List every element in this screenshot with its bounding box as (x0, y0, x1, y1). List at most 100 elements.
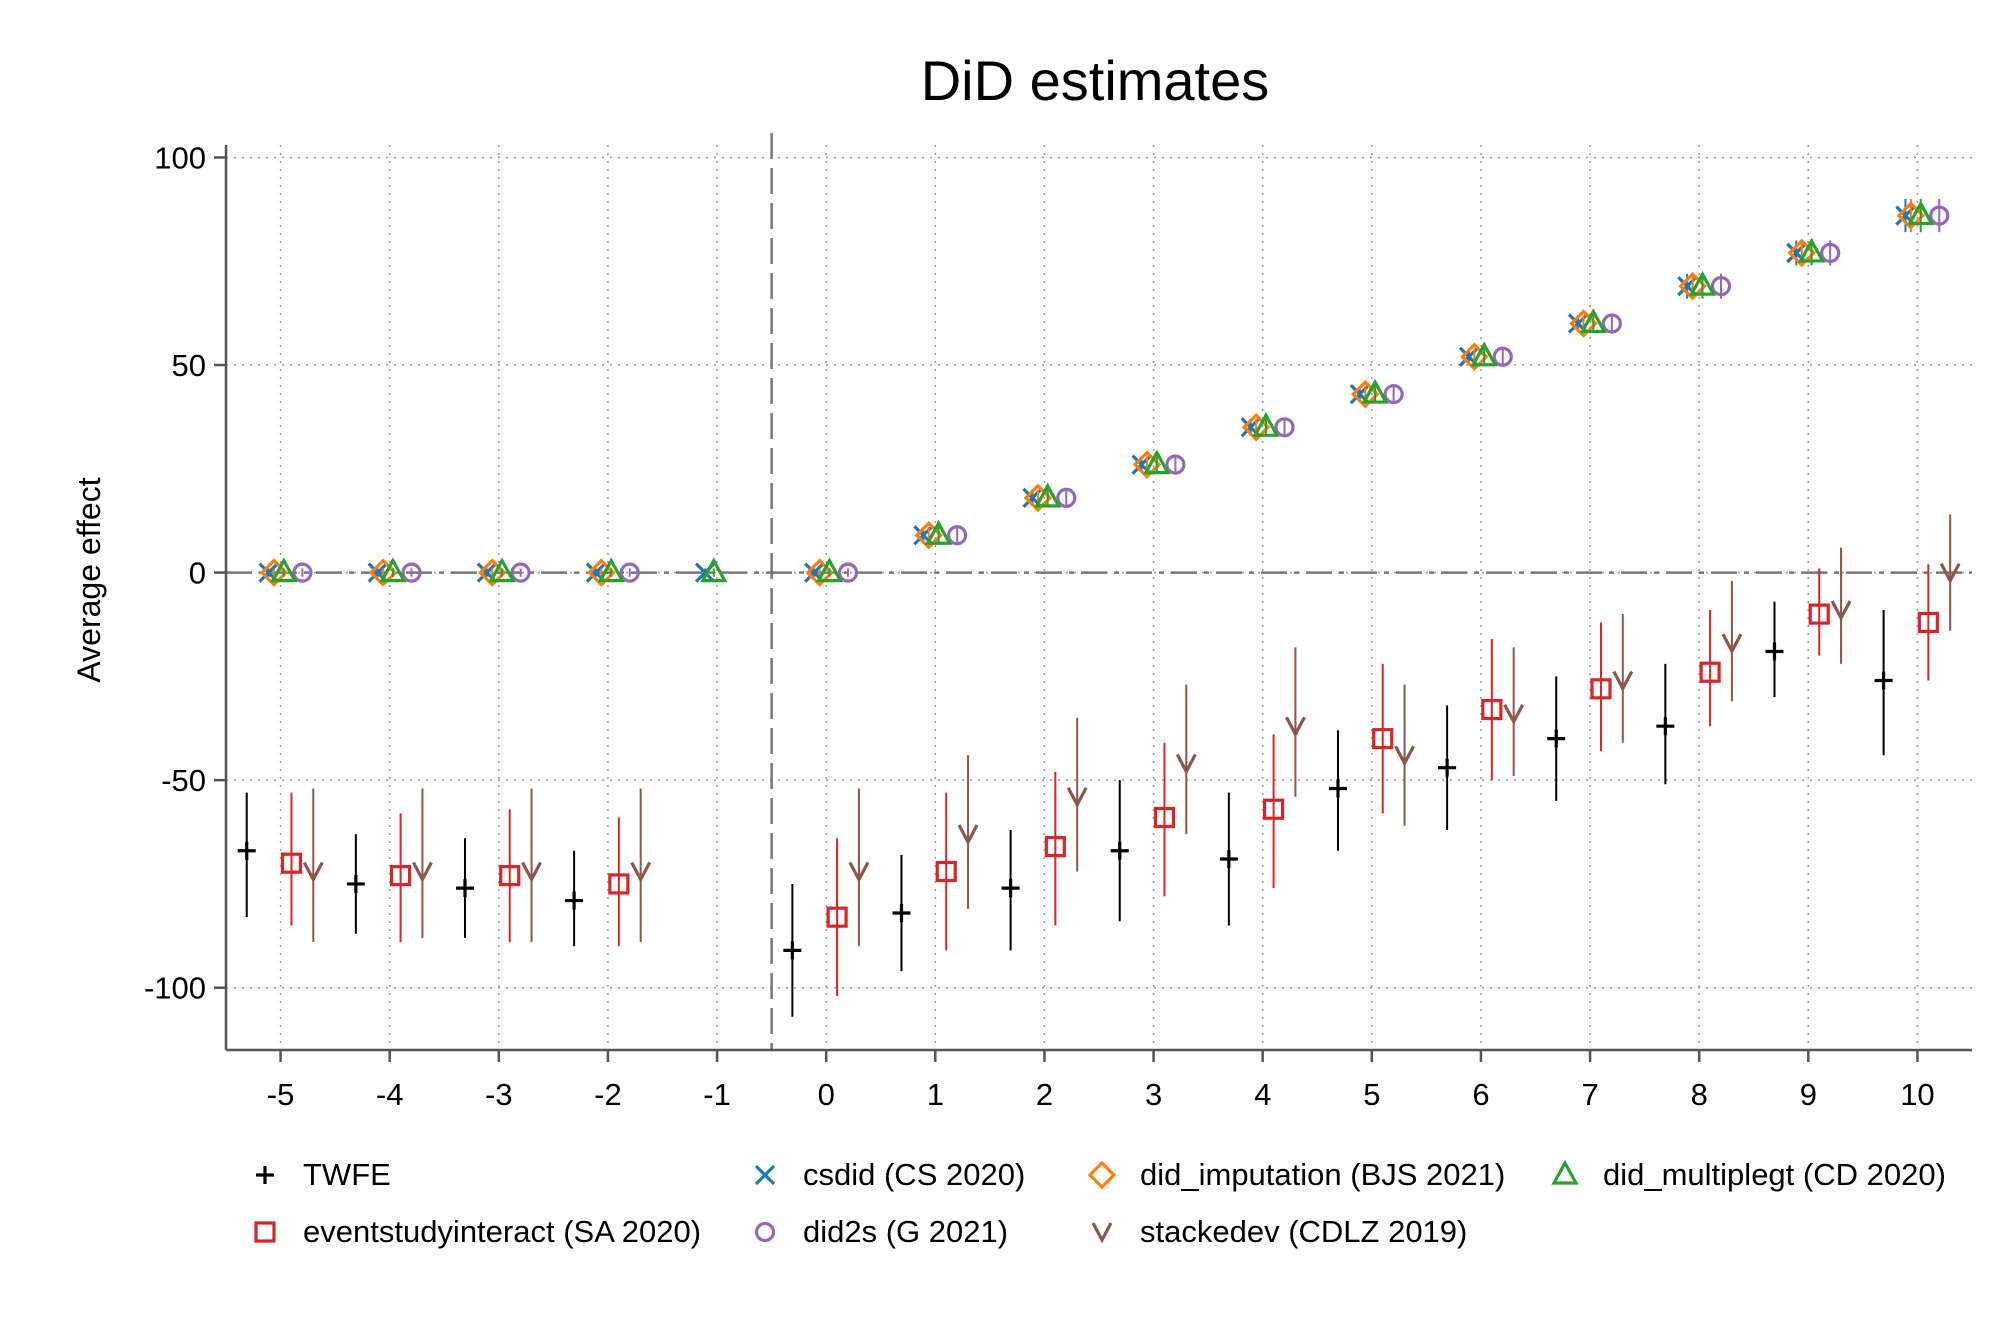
data-point (935, 860, 957, 883)
y-tick-label: 100 (154, 140, 206, 175)
data-point (510, 562, 531, 583)
axes: 100 50 0 -50 -100 -5 -4 -3 -2 -1 0 1 2 3 4 5 6 7 8 9 10 (144, 140, 1972, 1112)
series-circle (292, 198, 1950, 583)
data-point (1328, 779, 1347, 798)
data-point (401, 562, 422, 583)
data-point (1929, 205, 1950, 226)
data-point (1470, 341, 1498, 367)
data-point (1787, 238, 1817, 268)
legend-label: did_multiplegt (CD 2020) (1603, 1157, 1946, 1192)
data-point (1023, 483, 1053, 513)
y-tick-label: -50 (161, 763, 206, 798)
series-v (302, 514, 1961, 947)
data-point (1001, 879, 1020, 898)
x-tick-label: 4 (1254, 1077, 1271, 1112)
data-point (1503, 703, 1525, 726)
data-point (1481, 698, 1503, 721)
legend-triangle-icon (1551, 1159, 1579, 1185)
data-point (1874, 671, 1893, 690)
data-point (390, 865, 412, 887)
y-axis-label: Average effect (71, 477, 107, 682)
legend-x-icon (754, 1164, 776, 1186)
data-point (302, 861, 324, 883)
data-point (1460, 342, 1489, 371)
data-point (1361, 378, 1389, 404)
data-point (1808, 603, 1830, 625)
reference-lines (226, 133, 1972, 1050)
data-point (478, 558, 507, 587)
x-tick-label: 6 (1472, 1077, 1489, 1112)
data-point (1907, 200, 1935, 226)
data-point (280, 852, 303, 874)
data-point (619, 562, 640, 583)
grid-lines (226, 145, 1972, 1050)
data-point (1262, 798, 1285, 820)
legend-item: did_multiplegt (CD 2020) (1551, 1157, 1946, 1192)
legend-item: csdid (CS 2020) (754, 1157, 1025, 1192)
data-point (1034, 482, 1062, 508)
y-tick-label: 0 (189, 556, 206, 591)
y-tick-label: 50 (172, 348, 206, 383)
data-point (259, 558, 289, 587)
legend-item: TWFE (256, 1157, 391, 1192)
legend-item: did2s (G 2021) (754, 1214, 1008, 1249)
data-point (1274, 417, 1295, 438)
data-point (957, 824, 979, 846)
x-tick-label: 10 (1900, 1077, 1934, 1112)
x-tick-label: 2 (1036, 1077, 1053, 1112)
data-point (1820, 242, 1841, 264)
data-point (1066, 787, 1088, 809)
data-point (237, 841, 256, 860)
data-point (783, 941, 802, 960)
data-point (837, 562, 859, 583)
data-point (815, 557, 844, 583)
data-point (1765, 642, 1784, 661)
data-point (1285, 716, 1306, 738)
legend-label: csdid (CS 2020) (803, 1157, 1025, 1192)
data-point (826, 906, 848, 928)
data-point (1678, 271, 1707, 301)
legend-diamond-icon (1087, 1160, 1117, 1190)
data-point (455, 879, 474, 898)
series-diamond (259, 198, 1926, 587)
legend-label: TWFE (303, 1157, 391, 1192)
x-tick-label: 9 (1800, 1077, 1817, 1112)
data-point (1579, 308, 1608, 334)
legend-item: did_imputation (BJS 2021) (1087, 1157, 1505, 1192)
data-point (914, 520, 944, 550)
data-point (1394, 745, 1415, 767)
data-point (608, 873, 630, 895)
legend-label: stackedev (CDLZ 2019) (1140, 1214, 1467, 1249)
data-point (1056, 487, 1077, 508)
data-point (1656, 717, 1675, 736)
x-tick-label: 1 (927, 1077, 944, 1112)
data-point (499, 865, 521, 887)
data-points (237, 198, 1961, 1017)
data-point (1241, 413, 1271, 442)
data-point (1699, 661, 1721, 683)
x-tick-label: -3 (485, 1077, 513, 1112)
x-tick-label: 3 (1145, 1077, 1162, 1112)
series-x (258, 198, 1916, 583)
data-point (947, 525, 968, 546)
data-point (412, 861, 433, 883)
x-tick-label: -1 (703, 1077, 731, 1112)
data-point (1372, 728, 1394, 750)
series-triangle (270, 198, 1935, 583)
data-point (488, 557, 516, 583)
data-point (1896, 201, 1926, 230)
chart-title: DiD estimates (921, 49, 1270, 112)
legend-label: eventstudyinteract (SA 2020) (303, 1214, 701, 1249)
legend-item: stackedev (CDLZ 2019) (1091, 1214, 1467, 1249)
data-point (1044, 835, 1066, 858)
data-point (1492, 346, 1513, 367)
data-point (1438, 758, 1457, 777)
data-point (1612, 670, 1634, 692)
legend-square-icon (254, 1221, 276, 1243)
x-tick-label: 7 (1581, 1077, 1598, 1112)
data-point (521, 861, 542, 883)
data-point (1132, 450, 1162, 479)
data-point (1688, 270, 1717, 296)
data-point (1110, 841, 1129, 860)
data-point (1175, 753, 1197, 775)
